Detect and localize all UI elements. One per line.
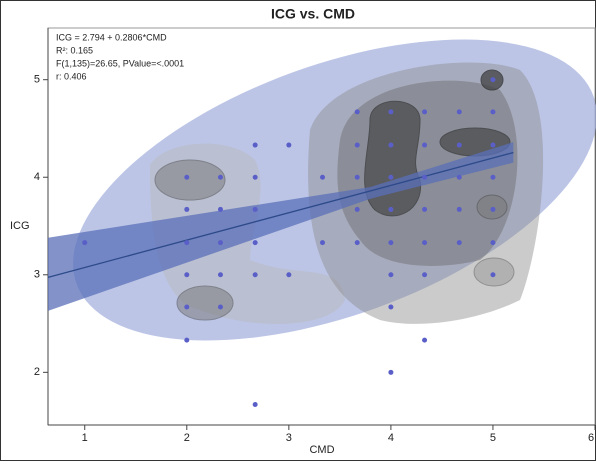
scatter-point [388,206,394,212]
scatter-point [388,369,394,375]
scatter-point [388,240,394,246]
scatter-point [490,206,496,212]
scatter-point [320,240,326,246]
scatter-point [252,272,258,278]
scatter-point [422,174,428,180]
scatter-point [490,109,496,115]
annotation: ICG = 2.794 + 0.2806*CMD [56,32,167,42]
scatter-point [354,174,360,180]
density-contour [476,194,508,220]
x-tick-label: 6 [588,432,594,444]
scatter-point [456,206,462,212]
scatter-point [184,304,190,310]
scatter-point [388,174,394,180]
scatter-point [422,109,428,115]
scatter-point [490,77,496,83]
scatter-point [422,272,428,278]
density-contour [154,159,226,201]
fit-line [47,151,514,278]
scatter-point [456,142,462,148]
density-contour [473,257,515,287]
scatter-point [422,240,428,246]
scatter-point [184,240,190,246]
x-tick-label: 5 [490,432,496,444]
scatter-point [184,272,190,278]
scatter-point [490,272,496,278]
x-axis-label: CMD [309,444,334,456]
y-axis-label: ICG [10,220,30,232]
chart-title: ICG vs. CMD [271,6,355,22]
scatter-point [252,402,258,408]
scatter-point [354,109,360,115]
density-ellipse [73,39,596,341]
scatter-point [217,206,223,212]
y-tick-label: 2 [34,366,40,378]
density-contour [364,100,421,217]
scatter-point [217,272,223,278]
scatter-point [252,240,258,246]
scatter-point [422,206,428,212]
scatter-point [184,337,190,343]
density-contour [176,285,234,321]
scatter-point [388,272,394,278]
y-tick-label: 3 [34,269,40,281]
y-tick-label: 4 [34,171,40,183]
scatter-point [286,272,292,278]
scatter-point [456,240,462,246]
scatter-point [490,142,496,148]
scatter-point [217,174,223,180]
scatter-point [388,304,394,310]
scatter-point [388,109,394,115]
scatter-point [320,174,326,180]
annotation: R²: 0.165 [56,45,93,55]
scatter-point [490,174,496,180]
scatter-point [286,142,292,148]
annotation: r: 0.406 [56,71,87,81]
scatter-point [252,174,258,180]
scatter-point [388,142,394,148]
scatter-point [354,240,360,246]
scatter-point [490,240,496,246]
scatter-point [422,142,428,148]
scatter-point [82,240,88,246]
scatter-point [422,337,428,343]
scatter-point [252,206,258,212]
scatter-point [252,142,258,148]
scatter-point [354,206,360,212]
scatter-point [456,174,462,180]
x-tick-label: 4 [388,432,394,444]
x-tick-label: 1 [82,432,88,444]
scatter-point [217,240,223,246]
annotation: F(1,135)=26.65, PValue=<.0001 [56,58,184,68]
x-tick-label: 2 [184,432,190,444]
scatter-point [456,109,462,115]
x-tick-label: 3 [286,432,292,444]
y-tick-label: 5 [34,74,40,86]
scatter-point [217,304,223,310]
scatter-point [184,206,190,212]
density-contour [308,62,544,324]
scatter-point [184,174,190,180]
scatter-point [354,142,360,148]
